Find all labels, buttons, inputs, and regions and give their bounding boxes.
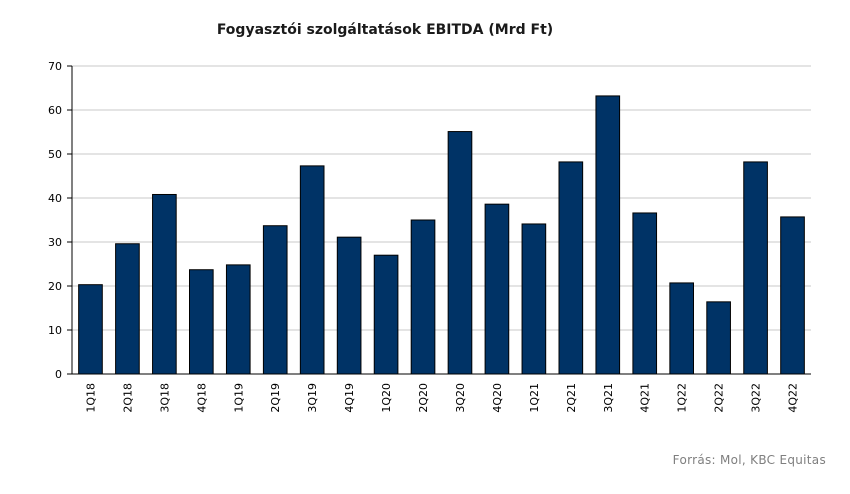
- bar: [447, 131, 473, 375]
- x-tick-label: 2Q19: [269, 383, 282, 413]
- x-tick-label: 3Q22: [750, 383, 763, 413]
- bar: [336, 236, 362, 375]
- bar: [152, 193, 177, 375]
- bar: [115, 243, 140, 375]
- bar: [521, 223, 547, 375]
- x-tick-label: 1Q21: [528, 383, 541, 413]
- y-tick-label: 60: [48, 104, 62, 117]
- chart-title: Fogyasztói szolgáltatások EBITDA (Mrd Ft…: [216, 22, 554, 38]
- x-tick-label: 3Q20: [454, 383, 467, 413]
- x-tick-label: 3Q19: [306, 383, 319, 413]
- bar: [373, 254, 399, 375]
- bar: [484, 203, 510, 375]
- bar: [743, 161, 768, 375]
- y-tick-label: 40: [48, 192, 62, 205]
- bar: [632, 212, 658, 375]
- bar: [669, 282, 694, 375]
- x-tick-label: 4Q22: [787, 383, 800, 413]
- x-tick-label: 3Q21: [602, 383, 615, 413]
- bar: [262, 225, 288, 375]
- bar: [410, 219, 436, 375]
- y-tick-labels: 0 10 20 30 40 50 60 70: [48, 60, 62, 381]
- source-note: Forrás: Mol, KBC Equitas: [672, 453, 826, 467]
- y-tick-label: 70: [48, 60, 62, 73]
- x-tick-label: 2Q22: [713, 383, 726, 413]
- x-tick-label: 4Q20: [491, 383, 504, 413]
- bar: [225, 264, 251, 375]
- x-tick-label: 2Q21: [565, 383, 578, 413]
- x-tick-label: 2Q20: [417, 383, 430, 413]
- x-tick-label: 1Q20: [380, 383, 393, 413]
- axes: [67, 65, 811, 375]
- x-tick-label: 2Q18: [121, 383, 134, 413]
- bar: [595, 95, 621, 375]
- x-tick-label: 4Q18: [195, 383, 208, 413]
- x-tick-label: 3Q18: [158, 383, 171, 413]
- bar: [706, 301, 731, 375]
- x-tick-label: 4Q19: [343, 383, 356, 413]
- y-tick-label: 0: [55, 368, 62, 381]
- bar: [780, 216, 805, 375]
- x-tick-label: 4Q21: [639, 383, 652, 413]
- y-tick-label: 50: [48, 148, 62, 161]
- x-tick-labels: 1Q18 2Q18 3Q18 4Q18 1Q19 2Q19 3Q19 4Q19 1Q20 2Q20…: [84, 383, 799, 413]
- bar: [299, 165, 325, 375]
- bar: [78, 284, 103, 375]
- y-tick-label: 20: [48, 280, 62, 293]
- x-tick-label: 1Q19: [232, 383, 245, 413]
- bar: [189, 269, 214, 375]
- x-tick-label: 1Q18: [84, 383, 97, 413]
- y-tick-label: 30: [48, 236, 62, 249]
- bars: [78, 95, 805, 375]
- gridlines: [72, 65, 811, 331]
- bar: [558, 161, 584, 375]
- y-tick-label: 10: [48, 324, 62, 337]
- x-tick-label: 1Q22: [676, 383, 689, 413]
